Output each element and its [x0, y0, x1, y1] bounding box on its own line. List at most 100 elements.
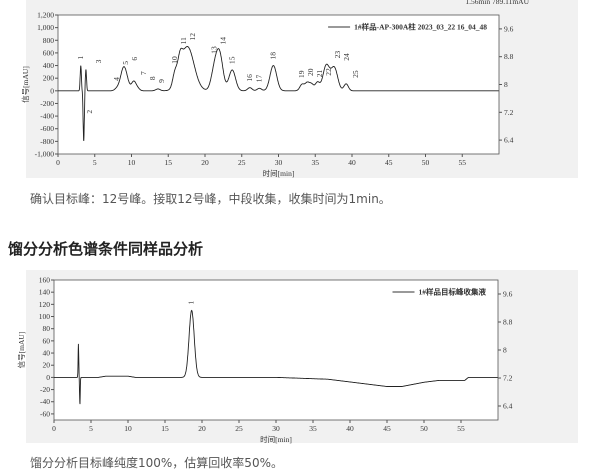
y-tick-label: -20 — [40, 385, 50, 394]
y-tick-label: 20 — [43, 361, 51, 370]
y2-tick-label: 8 — [503, 346, 507, 355]
chromatogram-fraction-plot: 0 5 10 15 20 25 30 35 40 45 50 55 -60 -40 -20 0 20 40 60 80… — [16, 276, 513, 445]
y-tick-label: 400 — [43, 61, 55, 70]
x-tick-label: 50 — [420, 424, 428, 433]
x-tick-label: 50 — [422, 158, 430, 167]
peak-label: 17 — [254, 75, 263, 83]
peak-label: 13 — [210, 46, 219, 54]
peak-label: 12 — [188, 33, 197, 41]
x-tick-label: 45 — [383, 424, 391, 433]
y-tick-label: -200 — [40, 99, 54, 108]
y-tick-label: 600 — [43, 48, 55, 57]
x-tick-label: 0 — [56, 158, 60, 167]
x-tick-label: 10 — [128, 158, 136, 167]
y-tick-label: -60 — [40, 409, 50, 418]
y-axis-label: 信号[mAU] — [20, 66, 30, 103]
x-axis-label: 时间[min] — [263, 168, 295, 178]
peak-label: 18 — [268, 52, 277, 60]
section-heading: 馏分分析色谱条件同样品分析 — [8, 240, 204, 258]
y2-tick-label: 6.4 — [503, 402, 513, 411]
signal-trace — [54, 309, 498, 405]
peak-label: 24 — [342, 53, 351, 61]
y-tick-label: 100 — [39, 312, 51, 321]
y-tick-label: -400 — [40, 112, 54, 121]
peak-label: 1 — [76, 56, 85, 60]
x-tick-label: 40 — [348, 158, 356, 167]
legend-label: 1#样品目标峰收集液 — [419, 287, 487, 297]
chromatogram-sample: 0 5 10 15 20 25 30 35 40 45 50 55 -1,000 -800 -600 -400… — [20, 0, 578, 178]
chromatogram-fraction: 0 5 10 15 20 25 30 35 40 45 50 55 -60 -40 -20 0 20 40 60 80… — [16, 270, 578, 445]
x-tick-label: 30 — [275, 158, 283, 167]
y-tick-label: -40 — [40, 397, 50, 406]
x-tick-label: 25 — [235, 424, 243, 433]
y2-tick-label: 7.2 — [503, 374, 513, 383]
peak-label: 11 — [179, 37, 188, 44]
y2-tick-label: 8.8 — [504, 52, 514, 61]
peak-label: 7 — [139, 71, 148, 75]
y-tick-label: 160 — [39, 276, 51, 285]
peak-label: 14 — [219, 37, 228, 45]
y-tick-label: 120 — [39, 300, 51, 309]
peak-label: 8 — [148, 76, 157, 80]
y2-tick-label: 8 — [504, 80, 508, 89]
y-tick-label: 1,200 — [37, 11, 54, 20]
y2-tick-label: 9.6 — [504, 24, 514, 33]
y-tick-label: 80 — [43, 324, 51, 333]
y2-tick-label: 7.2 — [504, 108, 514, 117]
peak-label: 20 — [306, 68, 315, 76]
y-tick-label: 200 — [43, 74, 55, 83]
y-tick-label: 40 — [43, 349, 51, 358]
y-tick-label: -800 — [40, 137, 54, 146]
peak-label: 15 — [228, 56, 237, 64]
peak-label: 9 — [157, 79, 166, 83]
x-tick-label: 5 — [93, 158, 97, 167]
x-tick-label: 5 — [89, 424, 93, 433]
caption-target-peak: 确认目标峰：12号峰。接取12号峰，中段收集，收集时间为1min。 — [30, 192, 391, 206]
peak-label: 23 — [333, 51, 342, 59]
x-tick-label: 30 — [272, 424, 280, 433]
x-tick-label: 55 — [457, 424, 465, 433]
y-tick-label: -1,000 — [35, 150, 55, 159]
y2-tick-label: 9.6 — [503, 290, 513, 299]
peak-label: 10 — [170, 56, 179, 64]
y-tick-label: 140 — [39, 288, 51, 297]
y2-tick-label: 8.8 — [503, 318, 513, 327]
peak-label: 16 — [245, 74, 254, 82]
x-tick-label: 0 — [52, 424, 56, 433]
y-tick-label: 60 — [43, 336, 51, 345]
x-tick-label: 20 — [198, 424, 206, 433]
y-tick-label: 0 — [46, 373, 50, 382]
peak-label: 1 — [187, 300, 196, 304]
x-tick-label: 35 — [312, 158, 320, 167]
peak-label: 21 — [315, 69, 324, 77]
y-tick-label: 1,000 — [37, 23, 54, 32]
signal-trace — [58, 46, 499, 141]
x-tick-label: 25 — [238, 158, 246, 167]
peak-label: 25 — [351, 70, 360, 78]
x-tick-label: 20 — [201, 158, 209, 167]
peak-label: 4 — [112, 77, 121, 81]
cursor-readout: 1.56min 789.11mAU — [465, 0, 529, 6]
peak-label: 6 — [130, 57, 139, 61]
peak-label: 19 — [297, 70, 306, 78]
x-tick-label: 15 — [165, 158, 173, 167]
x-tick-label: 40 — [346, 424, 354, 433]
x-axis-label: 时间[min] — [260, 434, 292, 444]
y-tick-label: 0 — [50, 86, 54, 95]
y-tick-label: 800 — [43, 36, 55, 45]
legend-label: 1#样品-AP-300A柱 2023_03_22 16_04_48 — [354, 22, 487, 32]
x-tick-label: 10 — [124, 424, 132, 433]
y-tick-label: -600 — [40, 124, 54, 133]
x-tick-label: 45 — [385, 158, 393, 167]
y2-tick-label: 6.4 — [504, 136, 514, 145]
peak-label: 3 — [94, 59, 103, 63]
peak-label: 2 — [85, 110, 94, 114]
caption-purity: 馏分分析目标峰纯度100%，估算回收率50%。 — [30, 456, 283, 470]
y-axis-label: 信号[mAU] — [16, 332, 26, 369]
x-tick-label: 55 — [459, 158, 467, 167]
plot-frame — [53, 279, 499, 421]
x-tick-label: 15 — [161, 424, 169, 433]
chromatogram-sample-plot: 0 5 10 15 20 25 30 35 40 45 50 55-1,000-800-600-400… — [20, 0, 530, 178]
x-tick-label: 35 — [309, 424, 317, 433]
peak-label: 5 — [121, 61, 130, 65]
